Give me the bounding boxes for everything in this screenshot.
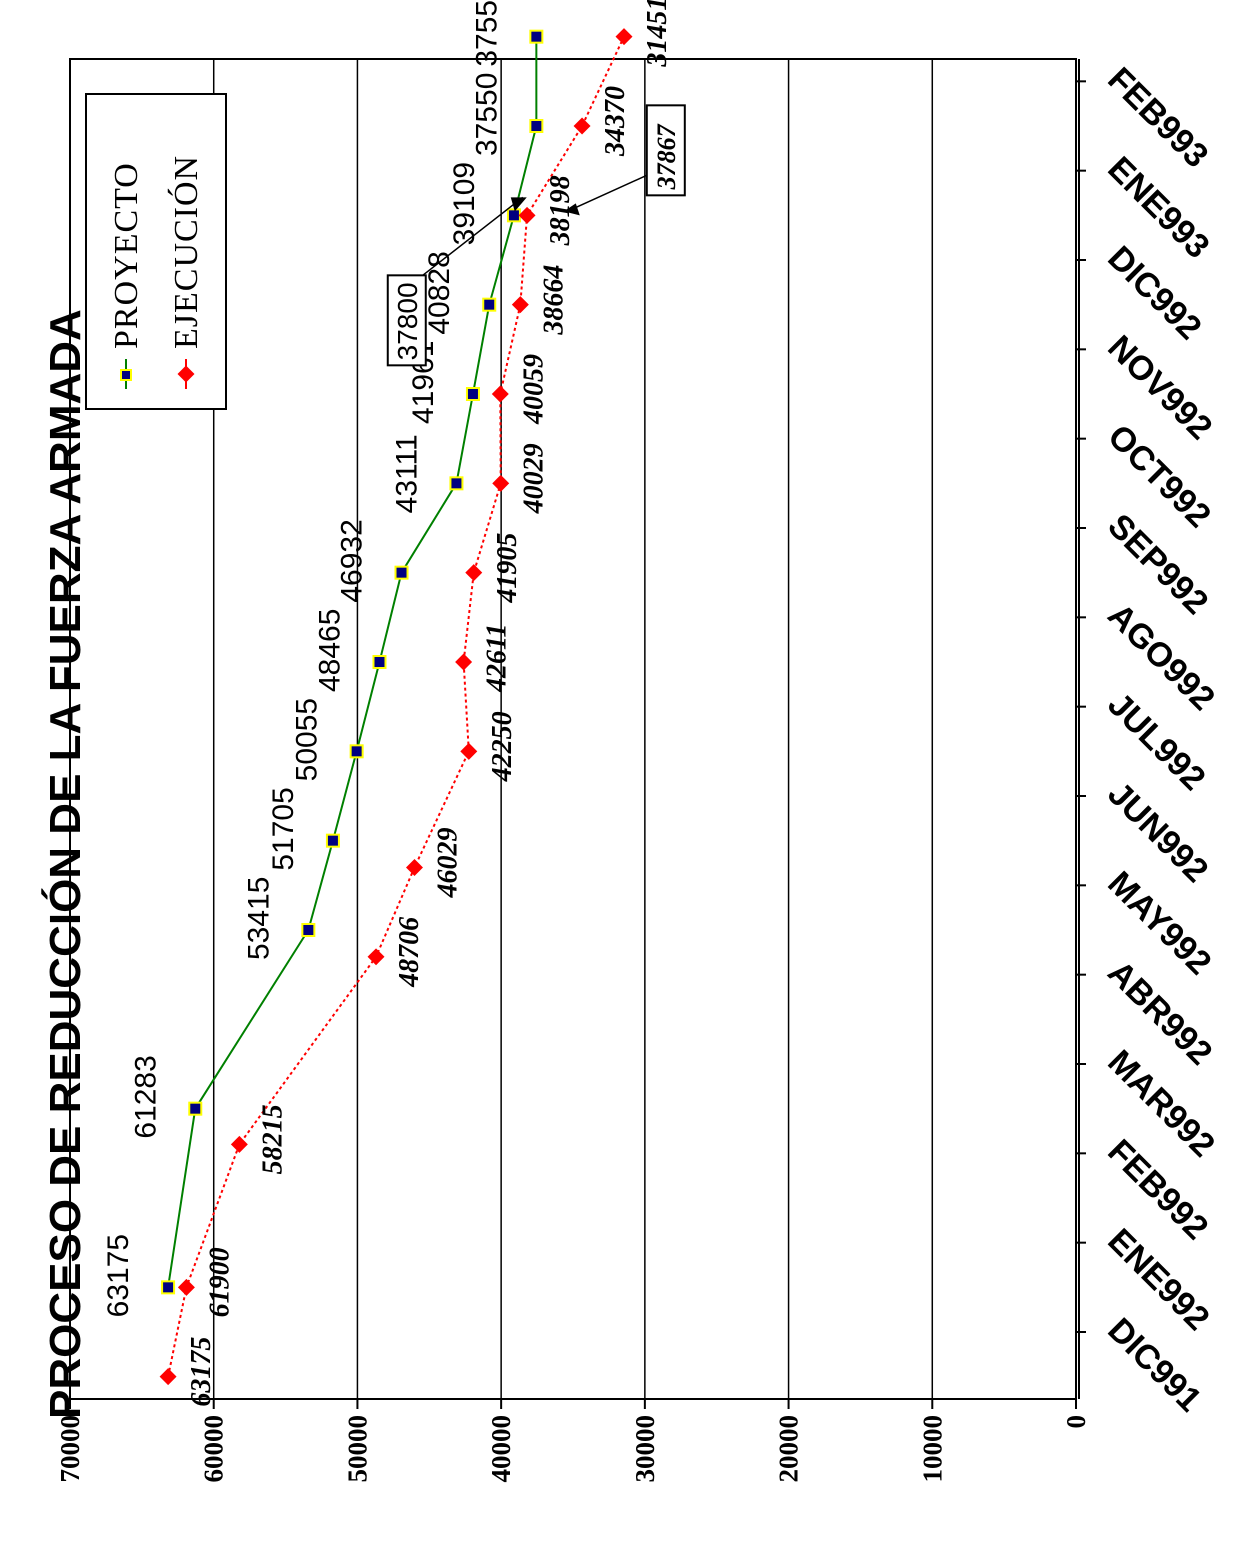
data-point	[177, 1278, 195, 1296]
data-label: 40828	[423, 251, 456, 334]
y-tick-label: 30000	[630, 1415, 660, 1483]
legend-marker-proyecto	[120, 369, 132, 381]
series-line	[167, 36, 625, 1377]
y-tick-label: 50000	[342, 1415, 372, 1483]
data-point	[573, 117, 591, 135]
data-label: 46932	[336, 519, 369, 602]
data-point	[394, 565, 409, 580]
data-point	[518, 206, 536, 224]
plot-frame	[69, 58, 1077, 1400]
data-labels-proyecto: 63175 61283 53415 51705 50055 48465 46932 43111…	[102, 0, 503, 1317]
data-point	[465, 564, 483, 582]
callout-box	[645, 104, 686, 197]
callout-label: 37800	[392, 282, 423, 360]
data-label: 42250	[487, 711, 518, 782]
callout-arrow	[422, 196, 524, 276]
y-tick-label: 60000	[199, 1415, 229, 1483]
data-label: 50055	[291, 698, 324, 781]
data-point	[159, 1368, 177, 1386]
legend: PROYECTO EJECUCIÓN	[85, 93, 227, 410]
callout-arrow-head	[563, 203, 580, 216]
data-label: 58215	[257, 1104, 288, 1174]
data-point	[230, 1135, 248, 1153]
data-point	[406, 858, 423, 876]
data-label: 63175	[102, 1234, 135, 1317]
data-point	[615, 28, 633, 46]
callout-box	[386, 274, 427, 367]
data-label: 61283	[129, 1055, 162, 1138]
data-label: 48465	[313, 609, 346, 692]
data-label: 61900	[204, 1247, 235, 1317]
data-point	[529, 119, 544, 133]
data-label: 34370	[600, 86, 631, 157]
data-point	[372, 655, 387, 669]
y-tick-label: 20000	[774, 1415, 804, 1483]
callouts: 37800 37867	[386, 104, 686, 367]
chart-rotated-group: PROCESO DE REDUCCIÓN DE LA FUERZA ARMADA…	[40, 0, 1222, 1483]
data-label: 41905	[492, 533, 523, 604]
y-tick-label: 70000	[55, 1415, 85, 1483]
data-point	[529, 29, 544, 44]
callout-arrow-head	[510, 197, 527, 212]
y-tick-label: 40000	[486, 1415, 516, 1483]
x-axis: DIC991ENE992FEB992MAR992ABR992MAY992JUN9…	[1076, 59, 1222, 1419]
data-point	[161, 1280, 176, 1295]
data-point	[511, 296, 529, 314]
data-point	[482, 297, 497, 312]
data-label: 51705	[267, 787, 300, 870]
gridlines	[212, 59, 934, 1399]
data-point	[455, 653, 473, 671]
data-label: 42611	[482, 624, 513, 693]
legend-label-ejecucion: EJECUCIÓN	[167, 155, 205, 349]
data-point	[325, 833, 340, 848]
callout-arrow	[571, 174, 648, 211]
data-point	[367, 948, 385, 966]
data-point	[188, 1101, 203, 1116]
data-point	[301, 923, 316, 937]
data-label: 38664	[538, 265, 569, 336]
chart-title: PROCESO DE REDUCCIÓN DE LA FUERZA ARMADA	[40, 309, 90, 1419]
data-label: 37550	[470, 0, 503, 67]
data-label: 53415	[242, 877, 275, 960]
data-label: 31451	[642, 0, 673, 68]
data-label: 46029	[432, 827, 463, 898]
callout-label: 37867	[652, 123, 681, 190]
data-label: 40029	[519, 443, 550, 514]
data-point	[492, 474, 510, 492]
y-tick-label: 0	[1061, 1415, 1091, 1429]
y-axis: 0 10000 20000 30000 40000 50000 60000 70000	[55, 1399, 1091, 1483]
data-point	[465, 387, 480, 401]
data-point	[506, 208, 521, 223]
data-label: 43111	[390, 434, 423, 513]
data-point	[449, 476, 464, 491]
data-label: 40059	[518, 354, 549, 425]
legend-box	[85, 93, 227, 410]
legend-label-proyecto: PROYECTO	[108, 162, 145, 349]
data-point	[349, 744, 364, 759]
data-label: 37550	[470, 73, 503, 156]
plot-area: DIC991ENE992FEB992MAR992ABR992MAY992JUN9…	[55, 0, 1222, 1483]
series-proyecto	[161, 29, 544, 1295]
data-label: 48706	[394, 917, 425, 988]
data-label: 63175	[186, 1337, 217, 1407]
data-label: 39109	[448, 162, 481, 245]
data-point	[491, 385, 509, 403]
data-point	[460, 742, 478, 760]
y-tick-label: 10000	[917, 1415, 947, 1483]
